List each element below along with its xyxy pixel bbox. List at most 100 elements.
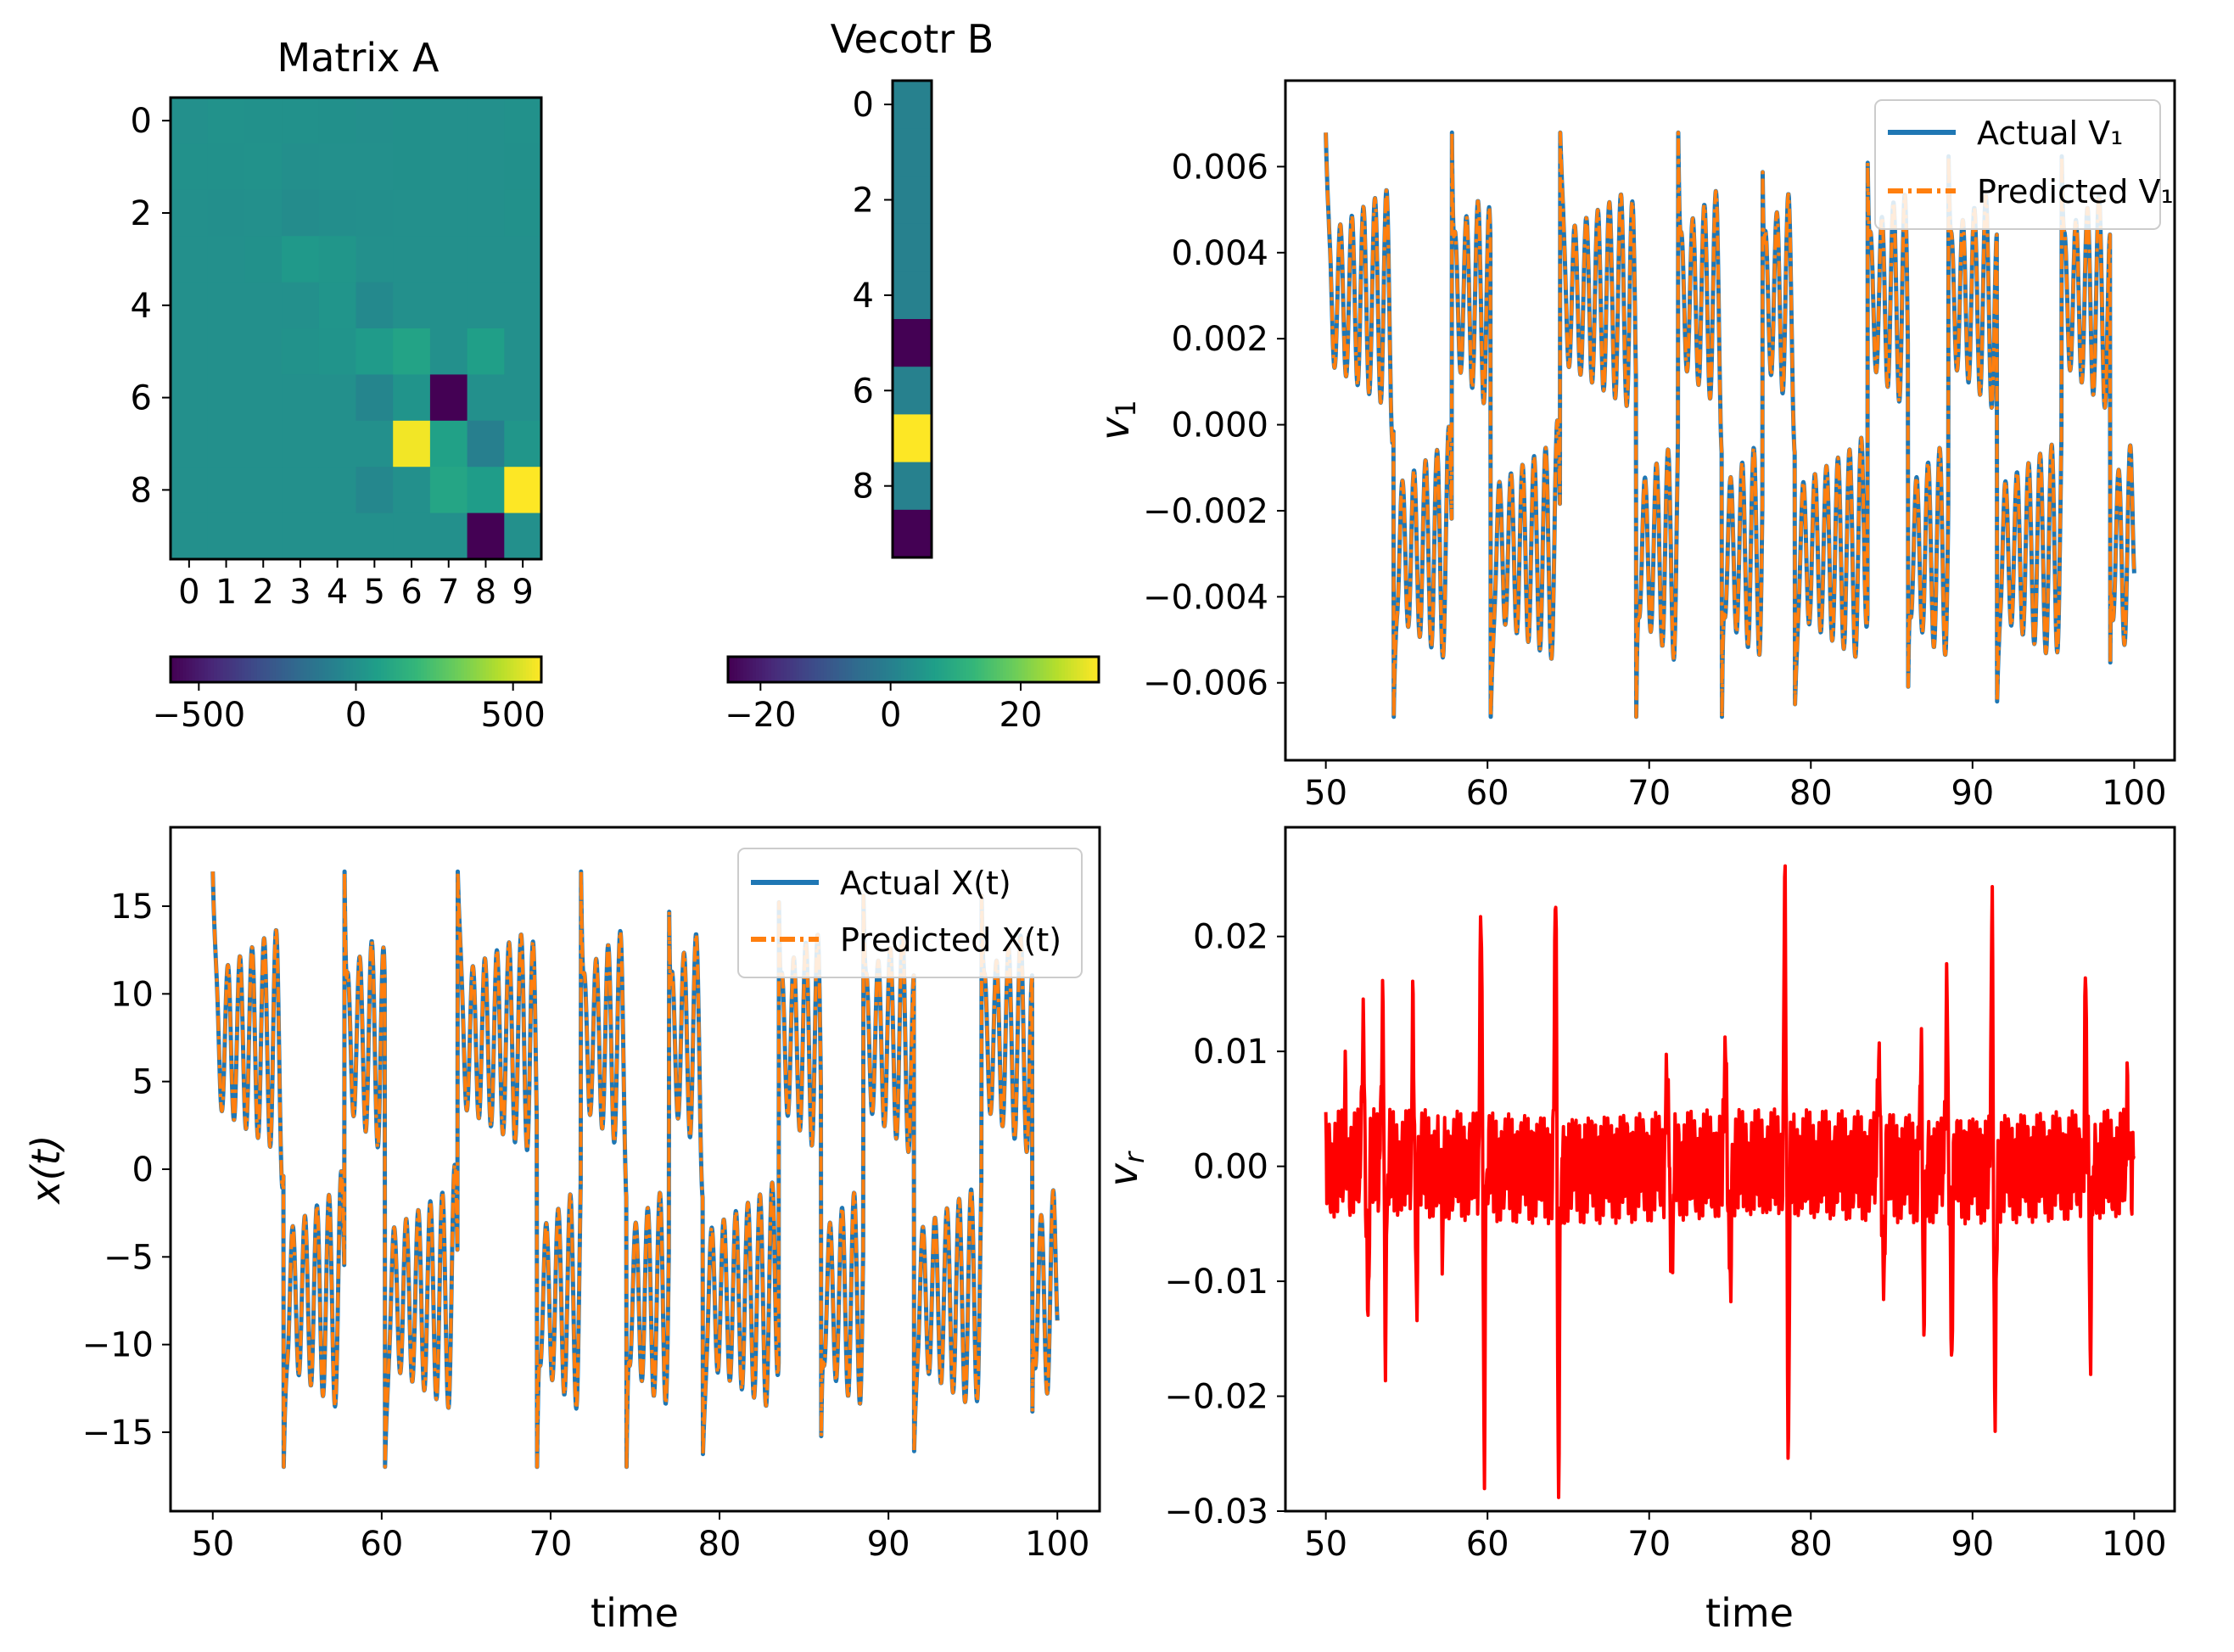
matrix-a-colorbar-segment bbox=[256, 657, 261, 682]
matrix-a-cell bbox=[282, 282, 320, 329]
matrix-a-colorbar-segment bbox=[325, 657, 329, 682]
matrix-a-frame bbox=[169, 96, 543, 561]
v1-xtick-label: 50 bbox=[1304, 774, 1347, 813]
vector-b-colorbar-segment bbox=[934, 657, 939, 682]
x-xtick-label: 70 bbox=[529, 1525, 573, 1564]
x-ytick-label: −5 bbox=[104, 1238, 154, 1277]
vector-b-colorbar-segment bbox=[1003, 657, 1007, 682]
vector-b-colorbar-segment bbox=[876, 657, 881, 682]
vector-b-colorbar-segment bbox=[1046, 657, 1050, 682]
vector-b-colorbar-segment bbox=[740, 657, 744, 682]
matrix-a-cell bbox=[207, 282, 245, 329]
x-series-predicted bbox=[210, 870, 1060, 1469]
vector-b-colorbar-segment bbox=[870, 657, 874, 682]
v1-axes: 50 60 70 80 90 100 −0.006 −0.004 −0.002 0.000 0.0… bbox=[1092, 79, 2176, 813]
matrix-a-cell bbox=[429, 282, 468, 329]
vector-b-colorbar-segment bbox=[996, 657, 1001, 682]
matrix-a-cells bbox=[171, 98, 542, 560]
matrix-a-cell bbox=[244, 282, 283, 329]
x-xtick-label: 80 bbox=[698, 1525, 742, 1564]
vector-b-yticks: 0 2 4 6 8 bbox=[853, 86, 893, 507]
matrix-a-cell bbox=[207, 374, 245, 422]
vector-b-colorbar-segment bbox=[836, 657, 840, 682]
matrix-a-cell bbox=[356, 98, 394, 144]
matrix-a-xtick-label: 1 bbox=[216, 573, 237, 612]
matrix-a-colorbar-segment bbox=[377, 657, 382, 682]
matrix-a-colorbar-segment bbox=[263, 657, 267, 682]
matrix-a-colorbar-segment bbox=[532, 657, 536, 682]
matrix-a-cell bbox=[393, 282, 431, 329]
vector-b-colorbar-segment bbox=[820, 657, 825, 682]
vector-b-colorbar-tick-label: 0 bbox=[880, 696, 901, 735]
matrix-a-colorbar-segment bbox=[216, 657, 221, 682]
matrix-a-colorbar-segment bbox=[309, 657, 314, 682]
matrix-a-cell bbox=[171, 282, 209, 329]
matrix-a-cell bbox=[282, 512, 320, 560]
vector-b-cell bbox=[893, 414, 932, 463]
matrix-a-cell bbox=[429, 236, 468, 283]
matrix-a-cell bbox=[429, 143, 468, 191]
vr-xtick-label: 60 bbox=[1466, 1525, 1509, 1564]
matrix-a-colorbar-segment bbox=[238, 657, 243, 682]
matrix-a-cell bbox=[318, 512, 357, 560]
x-ytick-label: 5 bbox=[132, 1063, 154, 1102]
matrix-a-colorbar-segment bbox=[402, 657, 406, 682]
matrix-a-colorbar-segment bbox=[284, 657, 288, 682]
matrix-a-cell bbox=[467, 236, 505, 283]
matrix-a-cell bbox=[429, 189, 468, 237]
v1-ytick-label: −0.006 bbox=[1143, 664, 1268, 703]
matrix-a-cell bbox=[171, 420, 209, 468]
matrix-a-cell bbox=[207, 98, 245, 144]
matrix-a-cell bbox=[393, 143, 431, 191]
matrix-a-colorbar-segment bbox=[182, 657, 187, 682]
vector-b-colorbar-segment bbox=[1083, 657, 1088, 682]
matrix-a-cell bbox=[244, 328, 283, 375]
vector-b-colorbar: −20 0 20 bbox=[725, 655, 1100, 735]
matrix-a-colorbar-segment bbox=[489, 657, 493, 682]
matrix-a-colorbar-segment bbox=[433, 657, 437, 682]
matrix-a-cell bbox=[207, 512, 245, 560]
vector-b-colorbar-segment bbox=[1073, 657, 1078, 682]
matrix-a-cell bbox=[467, 374, 505, 422]
matrix-a-colorbar-segment bbox=[361, 657, 367, 682]
vector-b-colorbar-segment bbox=[984, 657, 988, 682]
vr-ytick-label: −0.02 bbox=[1164, 1378, 1268, 1417]
matrix-a-colorbar-segment bbox=[414, 657, 418, 682]
matrix-a-cell bbox=[171, 98, 209, 144]
vector-b-colorbar-segment bbox=[962, 657, 967, 682]
vector-b-colorbar-segment bbox=[892, 657, 896, 682]
v1-legend-actual-label: Actual V₁ bbox=[1977, 115, 2123, 152]
vector-b-colorbar-segment bbox=[1052, 657, 1056, 682]
vector-b-colorbar-segment bbox=[1030, 657, 1035, 682]
matrix-a-cell bbox=[393, 98, 431, 144]
matrix-a-colorbar-gradient bbox=[171, 657, 542, 682]
vector-b-colorbar-segment bbox=[764, 657, 769, 682]
vr-frame bbox=[1284, 826, 2176, 1513]
vector-b-colorbar-segment bbox=[894, 657, 899, 682]
matrix-a-colorbar-segment bbox=[207, 657, 211, 682]
matrix-a-colorbar-segment bbox=[306, 657, 311, 682]
vector-b-colorbar-segment bbox=[839, 657, 843, 682]
vector-b-colorbar-segment bbox=[932, 657, 936, 682]
matrix-a-cell bbox=[356, 374, 394, 422]
vector-b-colorbar-segment bbox=[943, 657, 949, 682]
matrix-a-cell bbox=[282, 420, 320, 468]
matrix-a-xtick-label: 7 bbox=[438, 573, 459, 612]
matrix-a-colorbar-segment bbox=[538, 657, 542, 682]
matrix-a-colorbar-segment bbox=[294, 657, 298, 682]
vr-xtick-label: 50 bbox=[1304, 1525, 1347, 1564]
matrix-a-cell bbox=[318, 236, 357, 283]
matrix-a-colorbar-segment bbox=[384, 657, 388, 682]
matrix-a-cell bbox=[356, 236, 394, 283]
vector-b-colorbar-gradient bbox=[728, 657, 1100, 682]
vector-b-colorbar-segment bbox=[848, 657, 853, 682]
vector-b-colorbar-segment bbox=[1033, 657, 1038, 682]
vector-b-colorbar-segment bbox=[749, 657, 753, 682]
matrix-a-colorbar-segment bbox=[346, 657, 350, 682]
vector-b-cell bbox=[893, 367, 932, 415]
matrix-a-xtick-label: 8 bbox=[475, 573, 496, 612]
matrix-a-cell bbox=[282, 143, 320, 191]
matrix-a-cell bbox=[504, 467, 542, 514]
matrix-a-ytick-label: 0 bbox=[131, 102, 152, 141]
